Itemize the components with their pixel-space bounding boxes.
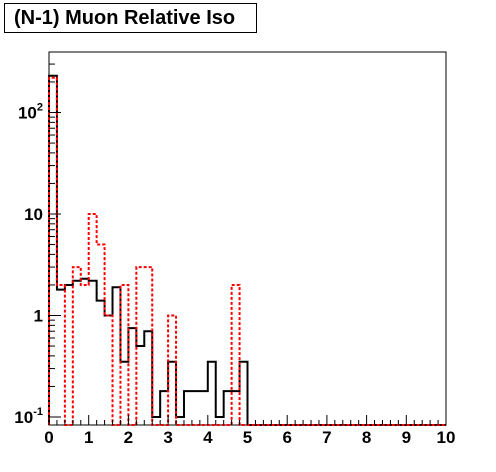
x-tick-label: 6: [282, 428, 291, 447]
y-tick-label: 102: [18, 102, 43, 123]
x-tick-label: 2: [124, 428, 133, 447]
series-layer: [48, 74, 446, 426]
x-tick-label: 1: [84, 428, 93, 447]
axis-layer: 0 1 2 3 4 5 6 7 8 9 10 10-1 1 10 102: [14, 63, 456, 447]
x-tick-label: 8: [362, 428, 371, 447]
y-tick-label: 1: [34, 307, 43, 326]
x-tick-label: 5: [243, 428, 252, 447]
x-tick-label: 3: [163, 428, 172, 447]
x-tick-label: 10: [437, 428, 456, 447]
y-tick-label: 10: [24, 205, 43, 224]
chart-title: (N-1) Muon Relative Iso: [4, 3, 257, 33]
x-tick-label: 9: [402, 428, 411, 447]
x-tick-label: 7: [322, 428, 331, 447]
series-1-outline: [48, 76, 446, 426]
x-tick-label: 4: [203, 428, 213, 447]
y-tick-label: 10-1: [14, 406, 43, 427]
x-tick-label: 0: [44, 428, 53, 447]
